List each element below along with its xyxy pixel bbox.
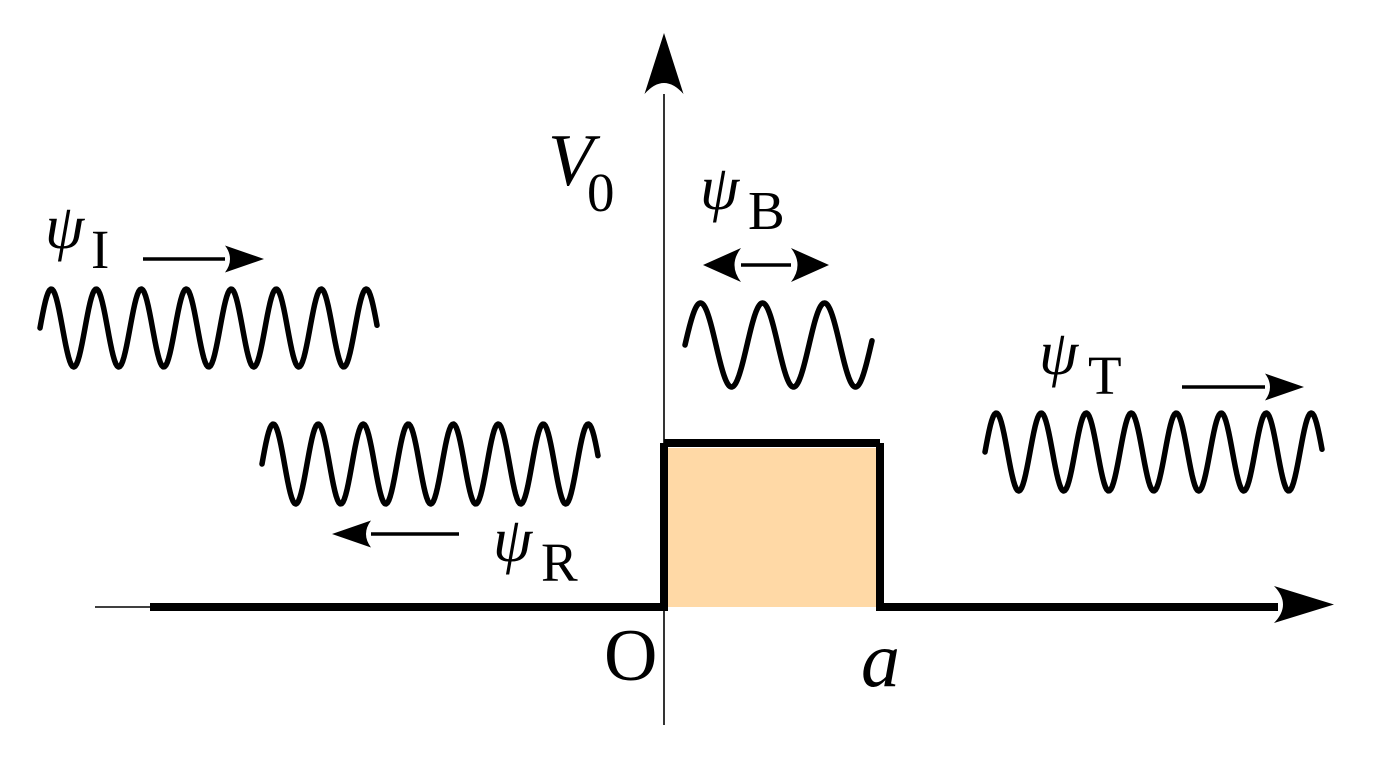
svg-text:B: B (748, 180, 785, 241)
svg-text:ψ: ψ (45, 192, 86, 262)
svg-text:ψ: ψ (1039, 318, 1080, 388)
svg-text:I: I (91, 219, 109, 280)
svg-text:ψ: ψ (493, 505, 534, 575)
svg-text:T: T (1088, 345, 1122, 406)
svg-text:O: O (604, 615, 657, 697)
svg-text:R: R (541, 532, 578, 593)
svg-text:0: 0 (587, 162, 615, 223)
svg-text:a: a (861, 616, 900, 703)
svg-text:ψ: ψ (700, 153, 741, 223)
